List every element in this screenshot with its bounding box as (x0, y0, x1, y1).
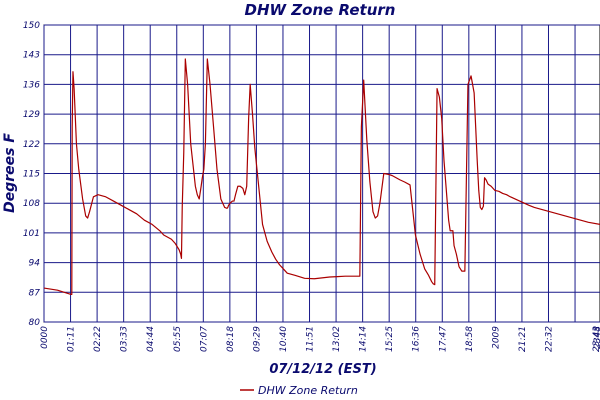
x-tick-label: 01:11 (67, 326, 77, 352)
x-tick-label: 05:55 (173, 326, 183, 352)
x-tick-label: 22:32 (544, 326, 554, 352)
x-tick-label: 07:07 (199, 326, 209, 352)
y-tick-label: 150 (23, 21, 40, 31)
x-tick-label: 04:44 (146, 326, 156, 352)
y-tick-label: 122 (23, 140, 40, 150)
y-tick-label: 129 (23, 110, 40, 120)
x-tick-label: 17:47 (438, 326, 448, 352)
y-axis-label: Degrees F (2, 133, 18, 213)
y-tick-label: 80 (29, 318, 41, 328)
x-tick-label: 21:21 (518, 326, 528, 352)
y-tick-label: 115 (23, 170, 40, 180)
x-tick-label: 09:29 (252, 326, 262, 352)
x-tick-label: 15:25 (385, 326, 395, 352)
x-tick-labels: 0000 01:11 02:22 03:33 04:44 05:55 07:07 08:18 0… (40, 326, 600, 352)
x-tick-label: 2348 (593, 326, 600, 349)
y-tick-label: 101 (23, 229, 40, 239)
x-tick-label: 13:02 (332, 326, 342, 352)
y-tick-label: 87 (29, 288, 41, 298)
legend-label: DHW Zone Return (258, 384, 358, 397)
series-layer (43, 58, 600, 296)
x-tick-label: 18:58 (465, 326, 475, 352)
y-tick-label: 94 (29, 259, 41, 269)
x-tick-label: 08:18 (226, 326, 236, 352)
y-tick-label: 143 (23, 51, 40, 61)
x-tick-label: 0000 (40, 326, 50, 349)
x-tick-label: 10:40 (279, 326, 289, 352)
y-tick-label: 108 (23, 199, 40, 209)
x-tick-label: 03:33 (120, 326, 130, 352)
x-tick-label: 16:36 (412, 326, 422, 352)
x-tick-label: 2009 (491, 326, 501, 349)
x-tick-label: 23:43 (592, 326, 600, 352)
legend: DHW Zone Return (240, 384, 358, 397)
x-tick-label: 11:51 (306, 326, 316, 352)
x-axis-label: 07/12/12 (EST) (269, 362, 376, 377)
y-tick-labels: 80 87 94 101 108 115 122 129 136 143 150 (23, 21, 40, 328)
grid-lines (43, 24, 600, 323)
y-tick-label: 136 (23, 80, 40, 90)
x-tick-label: 02:22 (93, 326, 103, 352)
series-line (43, 58, 600, 296)
x-tick-label: 14:14 (359, 326, 369, 352)
chart-title: DHW Zone Return (245, 1, 396, 19)
